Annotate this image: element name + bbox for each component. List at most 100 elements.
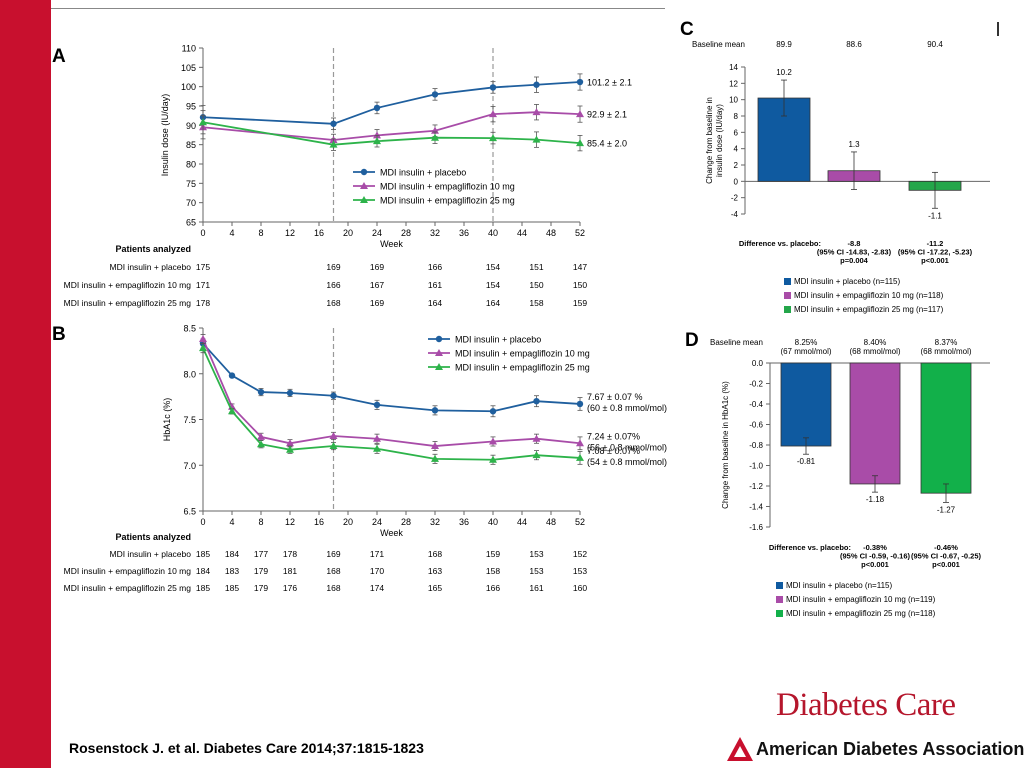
x-tick-label: 28: [401, 228, 411, 238]
table-cell: 183: [225, 566, 239, 576]
x-axis-title: Week: [380, 528, 403, 538]
y-tick-label: -0.8: [749, 441, 763, 450]
legend-swatch-marker: [360, 196, 368, 203]
bar: [780, 362, 832, 447]
data-point: [257, 440, 265, 448]
table-cell: 175: [196, 262, 210, 272]
legend-label: MDI insulin + empagliflozin 10 mg (n=118…: [794, 291, 944, 300]
series-end-label: (60 ± 0.8 mmol/mol): [587, 403, 667, 413]
panel-c-insulin-change-bars: C -4 -2 0 2 4 6 8 10 12 14 Change from baseline in i…: [680, 19, 990, 314]
table-cell: 164: [486, 298, 500, 308]
baseline-value: 8.25%: [795, 338, 818, 347]
x-tick-label: 16: [314, 517, 324, 527]
y-tick-label: 14: [729, 63, 738, 72]
y-tick-label: 6.5: [183, 507, 196, 517]
legend-label: MDI insulin + placebo: [455, 335, 541, 345]
association-name: American Diabetes Association.: [756, 738, 1024, 759]
table-cell: 168: [428, 549, 442, 559]
legend-swatch: [776, 582, 783, 589]
y-tick-label: 4: [734, 145, 739, 154]
table-cell: 185: [196, 549, 210, 559]
y-tick-label: 8.5: [183, 324, 196, 334]
x-tick-label: 20: [343, 228, 353, 238]
data-point: [373, 137, 381, 145]
y-tick-label: 80: [186, 160, 196, 170]
panel-d-hba1c-change-bars: D 0.0 -0.2 -0.4 -0.6 -0.8 -1.0 -1.2 -1.4 -1.6 Chan…: [685, 330, 990, 618]
y-tick-label: 0.0: [752, 359, 764, 368]
data-point: [533, 398, 540, 405]
x-tick-label: 24: [372, 228, 382, 238]
x-tick-label: 24: [372, 517, 382, 527]
panel-letter: B: [52, 324, 66, 345]
bar: [920, 362, 972, 494]
data-point: [329, 431, 338, 439]
x-tick-label: 0: [200, 228, 205, 238]
table-cell: 179: [254, 583, 268, 593]
y-axis-title: insulin dose (IU/day): [715, 104, 724, 177]
legend-label: MDI insulin + empagliflozin 25 mg (n=117…: [794, 305, 944, 314]
legend-swatch: [776, 610, 783, 617]
legend-label: MDI insulin + empagliflozin 10 mg: [380, 182, 515, 192]
legend-label: MDI insulin + placebo: [380, 168, 466, 178]
y-tick-label: -0.4: [749, 400, 763, 409]
series-line: [202, 342, 581, 413]
series-line: [202, 338, 581, 447]
y-tick-label: 8.0: [183, 369, 196, 379]
table-title: Patients analyzed: [115, 244, 191, 254]
y-tick-label: -1.6: [749, 523, 763, 532]
difference-label: Difference vs. placebo:: [739, 239, 821, 248]
table-cell: 147: [573, 262, 587, 272]
table-row-label: MDI insulin + empagliflozin 25 mg: [64, 298, 192, 308]
series-end-label: (56 ± 0.8 mmol/mol): [587, 442, 667, 452]
data-point: [431, 407, 439, 414]
table-cell: 178: [283, 549, 297, 559]
y-tick-label: -0.2: [749, 380, 763, 389]
y-tick-label: 8: [734, 112, 739, 121]
y-axis-title: Change from baseline in: [705, 97, 714, 184]
y-tick-label: 0: [734, 177, 739, 186]
top-divider: [51, 8, 665, 9]
data-point: [431, 454, 439, 462]
data-point: [286, 445, 294, 453]
data-point: [373, 401, 381, 409]
edge-mark: [997, 22, 999, 36]
y-tick-label: 6: [734, 128, 739, 137]
table-cell: 169: [326, 549, 340, 559]
y-tick-label: 65: [186, 218, 196, 228]
brand-side-bar: [0, 0, 51, 768]
data-label: -1.18: [866, 495, 885, 504]
table-cell: 184: [225, 549, 239, 559]
table-cell: 153: [529, 549, 543, 559]
table-cell: 160: [573, 583, 587, 593]
x-tick-label: 4: [229, 517, 234, 527]
series-2: [199, 334, 584, 452]
table-cell: 169: [370, 262, 384, 272]
baseline-value: (68 mmol/mol): [920, 347, 971, 356]
series-end-label: 85.4 ± 2.0: [587, 139, 627, 149]
table-cell: 185: [196, 583, 210, 593]
data-point: [286, 439, 294, 447]
series-end-label: (54 ± 0.8 mmol/mol): [587, 457, 667, 467]
x-tick-label: 16: [314, 228, 324, 238]
difference-value: (95% CI -17.22, -5.23): [898, 248, 973, 257]
table-cell: 161: [428, 280, 442, 290]
legend-swatch: [784, 278, 791, 285]
y-tick-label: 90: [186, 121, 196, 131]
baseline-value: 8.37%: [935, 338, 958, 347]
data-point: [330, 392, 337, 399]
table-cell: 170: [370, 566, 384, 576]
x-tick-label: 48: [546, 228, 556, 238]
table-cell: 151: [529, 262, 543, 272]
y-axis-title: HbA1c (%): [162, 398, 172, 442]
table-row-label: MDI insulin + empagliflozin 10 mg: [64, 566, 192, 576]
x-tick-label: 28: [401, 517, 411, 527]
series-3: [199, 343, 584, 465]
data-point: [199, 118, 207, 126]
data-point: [431, 91, 439, 98]
series-3: [199, 110, 584, 152]
difference-value: (95% CI -0.59, -0.16): [840, 552, 911, 561]
difference-value: -0.46%: [934, 543, 958, 552]
data-point: [489, 84, 497, 91]
difference-value: (95% CI -14.83, -2.83): [817, 248, 892, 257]
